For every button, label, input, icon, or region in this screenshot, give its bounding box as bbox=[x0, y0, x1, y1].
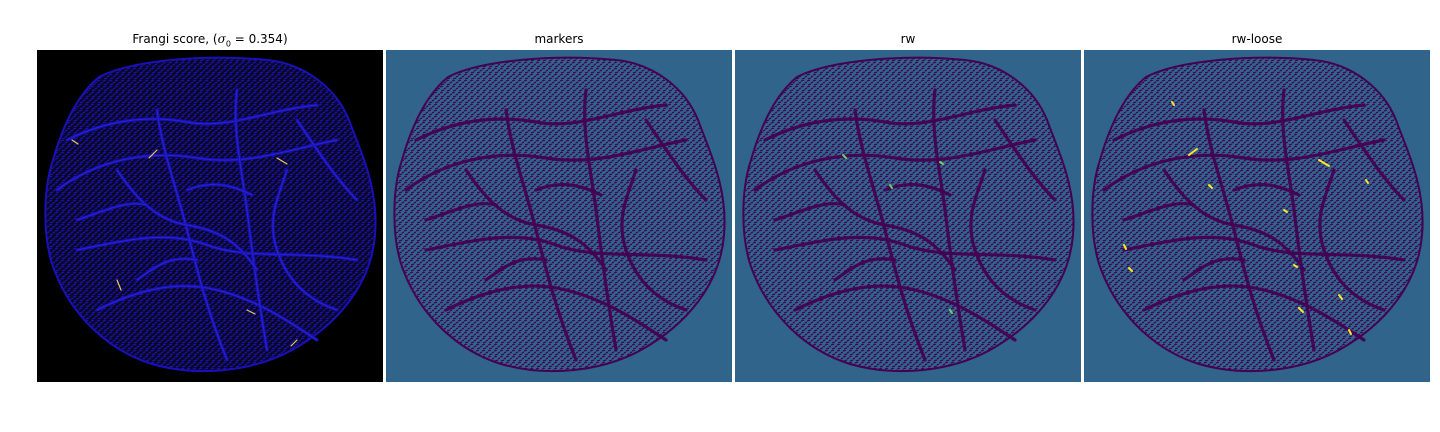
vessel bbox=[969, 168, 1037, 312]
rw-panel: rw bbox=[735, 0, 1081, 432]
vessel bbox=[583, 88, 618, 352]
vessel bbox=[1122, 202, 1196, 222]
vessel-edge bbox=[235, 89, 268, 351]
vessel bbox=[620, 168, 688, 312]
vessel bbox=[932, 88, 967, 352]
vessel bbox=[504, 108, 578, 362]
highlight-mark bbox=[1298, 307, 1304, 313]
vessel bbox=[833, 257, 897, 282]
vessel bbox=[1281, 88, 1316, 352]
vessel bbox=[793, 284, 1017, 342]
highlight-mark bbox=[1365, 179, 1369, 184]
highlight-mark bbox=[949, 309, 953, 314]
vessel bbox=[1342, 118, 1406, 202]
highlight-mark bbox=[290, 339, 298, 347]
vessel bbox=[993, 118, 1057, 202]
vessel bbox=[1318, 168, 1386, 312]
rw-panel-title: rw bbox=[900, 32, 916, 46]
vessel bbox=[853, 108, 927, 362]
vessel-edge bbox=[116, 169, 258, 271]
highlight-mark bbox=[1283, 209, 1288, 213]
highlight-mark bbox=[1293, 264, 1298, 268]
vessel bbox=[763, 103, 1017, 142]
frangi-panel-title: Frangi score, (σ0 = 0.354) bbox=[132, 32, 288, 49]
highlight-mark bbox=[1208, 184, 1213, 189]
highlight-mark bbox=[116, 279, 122, 291]
vessel bbox=[424, 202, 498, 222]
vessel-edge bbox=[186, 184, 253, 196]
vessel bbox=[644, 118, 708, 202]
frangi-panel: Frangi score, (σ0 = 0.354) bbox=[37, 0, 383, 432]
vessel bbox=[1102, 138, 1386, 192]
highlight-mark bbox=[246, 309, 256, 315]
vessel bbox=[414, 103, 668, 142]
vessel-edge bbox=[272, 169, 338, 311]
tissue-region bbox=[393, 56, 726, 373]
highlight-mark bbox=[842, 154, 847, 159]
rw-image bbox=[735, 50, 1081, 382]
vessel bbox=[1182, 257, 1246, 282]
highlight-mark bbox=[939, 161, 944, 165]
highlight-mark bbox=[1318, 159, 1330, 167]
vessel bbox=[444, 284, 668, 342]
rw-loose-panel: rw-loose bbox=[1084, 0, 1430, 432]
vessel-edge bbox=[66, 104, 318, 141]
vessel bbox=[813, 168, 957, 272]
vessel bbox=[1122, 235, 1406, 262]
vessel bbox=[1112, 103, 1366, 142]
tissue-region bbox=[742, 56, 1075, 373]
highlight-mark bbox=[276, 157, 288, 165]
highlight-mark bbox=[1128, 267, 1133, 272]
highlight-mark bbox=[71, 139, 79, 145]
highlight-mark bbox=[1348, 329, 1352, 335]
vessel bbox=[1142, 284, 1366, 342]
markers-image bbox=[386, 50, 732, 382]
tissue-region bbox=[1091, 56, 1424, 373]
rw-loose-image bbox=[1084, 50, 1430, 382]
vessel bbox=[773, 235, 1057, 262]
vessel-edge bbox=[296, 119, 358, 201]
vessel bbox=[464, 168, 608, 272]
vessel-edge bbox=[56, 139, 338, 191]
vessel-edge bbox=[96, 285, 318, 341]
highlight-mark bbox=[148, 149, 158, 159]
vessel bbox=[534, 183, 603, 197]
vessel bbox=[424, 235, 708, 262]
vessel-edge bbox=[76, 236, 358, 261]
vessel bbox=[1162, 168, 1306, 272]
vessel bbox=[404, 138, 688, 192]
highlight-mark bbox=[889, 184, 893, 189]
highlight-mark bbox=[1338, 294, 1343, 300]
vessel bbox=[753, 138, 1037, 192]
vessel bbox=[484, 257, 548, 282]
tissue-region bbox=[44, 56, 377, 373]
markers-panel: markers bbox=[386, 0, 732, 432]
vessel-edge bbox=[156, 109, 228, 361]
markers-panel-title: markers bbox=[534, 32, 584, 46]
frangi-image bbox=[37, 50, 383, 382]
vessel-edge bbox=[76, 203, 148, 221]
vessel bbox=[773, 202, 847, 222]
vessel bbox=[1232, 183, 1301, 197]
highlight-mark bbox=[1171, 101, 1175, 106]
vessel bbox=[1202, 108, 1276, 362]
highlight-mark bbox=[1188, 148, 1198, 156]
highlight-mark bbox=[1123, 244, 1127, 250]
vessel-edge bbox=[136, 258, 198, 281]
rw-loose-panel-title: rw-loose bbox=[1231, 32, 1283, 46]
